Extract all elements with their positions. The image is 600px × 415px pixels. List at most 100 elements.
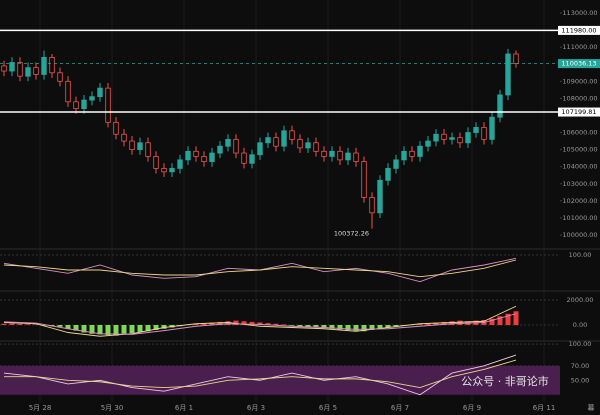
histogram-bar (361, 325, 367, 332)
histogram-bar (377, 325, 383, 329)
candle-body (457, 137, 463, 144)
histogram-bar (257, 322, 263, 325)
candle-body (217, 145, 223, 154)
candle-body (337, 150, 343, 161)
candle-body (369, 197, 375, 214)
candle-body (257, 142, 263, 156)
candle-body (153, 156, 159, 169)
candle-body (425, 140, 431, 147)
candle-body (465, 132, 471, 144)
candle-body (393, 159, 399, 169)
x-tick-label: 6月 5 (319, 404, 337, 412)
y-tick-label: 104000.00 (562, 163, 597, 171)
histogram-bar (105, 325, 111, 335)
y-tick-label: 0.00 (573, 321, 587, 329)
histogram-bar (201, 323, 207, 325)
level-label-box (558, 107, 600, 117)
y-tick-label: 100.00 (569, 251, 592, 259)
candle-body (49, 56, 55, 74)
candle-body (265, 137, 271, 144)
candle-body (305, 142, 311, 149)
histogram-bar (297, 325, 303, 327)
candle-body (241, 152, 247, 164)
histogram-bar (57, 325, 63, 327)
candle-body (441, 133, 447, 140)
candle-body (377, 179, 383, 214)
histogram-bar (97, 325, 103, 335)
candle-body (17, 62, 23, 77)
histogram-bar (65, 325, 71, 329)
histogram-bar (33, 324, 39, 325)
y-tick-label: 101000.00 (562, 214, 597, 222)
watermark: 公众号 · 非哥论市 (461, 374, 549, 388)
y-tick-label: 105000.00 (562, 146, 597, 154)
candle-body (321, 150, 327, 157)
candle-body (193, 150, 199, 157)
histogram-bar (337, 325, 343, 330)
histogram-bar (385, 325, 391, 328)
candle-body (273, 137, 279, 147)
candle-body (121, 133, 127, 142)
candle-body (137, 142, 143, 151)
histogram-bar (1, 323, 7, 325)
histogram-bar (9, 323, 15, 325)
candle-body (497, 94, 503, 118)
candle-body (1, 65, 7, 72)
candle-body (113, 121, 119, 135)
histogram-bar (41, 325, 47, 326)
histogram-bar (353, 325, 359, 331)
histogram-bar (345, 325, 351, 330)
candle-body (505, 53, 511, 96)
y-tick-label: 102000.00 (562, 197, 597, 205)
low-annotation: 100372.26 (334, 230, 369, 238)
candle-body (513, 53, 519, 65)
candle-body (65, 80, 71, 103)
histogram-bar (497, 316, 503, 325)
candle-body (57, 72, 63, 82)
histogram-bar (441, 321, 447, 325)
histogram-bar (369, 325, 375, 330)
candle-body (105, 87, 111, 123)
histogram-bar (489, 318, 495, 325)
x-tick-label: 6月 11 (533, 404, 556, 412)
histogram-bar (305, 325, 311, 327)
histogram-bar (313, 325, 319, 328)
candle-body (385, 168, 391, 181)
candle-body (289, 130, 295, 140)
histogram-bar (273, 323, 279, 325)
candle-body (145, 142, 151, 157)
candle-body (345, 152, 351, 161)
candle-body (329, 150, 335, 157)
level-label: 107199.81 (561, 108, 596, 116)
y-tick-label: 111000.00 (562, 43, 597, 51)
indicator-line (3, 259, 517, 278)
level-label-box (558, 25, 600, 35)
y-tick-label: 103000.00 (562, 180, 597, 188)
last-price-box (558, 59, 600, 69)
candle-body (417, 145, 423, 157)
histogram-bar (393, 325, 399, 327)
candle-body (161, 168, 167, 173)
histogram-bar (321, 325, 327, 329)
candle-body (489, 116, 495, 140)
histogram-bar (249, 321, 255, 325)
candle-body (297, 138, 303, 149)
x-tick-label: 6月 3 (247, 404, 265, 412)
candle-body (481, 127, 487, 140)
histogram-bar (217, 321, 223, 325)
y-tick-label: 2000.00 (567, 296, 594, 304)
candle-body (361, 161, 367, 198)
histogram-bar (417, 323, 423, 325)
histogram-bar (289, 325, 295, 326)
histogram-bar (449, 321, 455, 325)
y-tick-label: 106000.00 (562, 129, 597, 137)
histogram-bar (129, 325, 135, 334)
candle-body (473, 127, 479, 133)
histogram-bar (505, 313, 511, 325)
histogram-bar (121, 325, 127, 334)
histogram-bar (513, 311, 519, 325)
x-tick-label: 5月 28 (29, 404, 52, 412)
histogram-bar (265, 323, 271, 325)
